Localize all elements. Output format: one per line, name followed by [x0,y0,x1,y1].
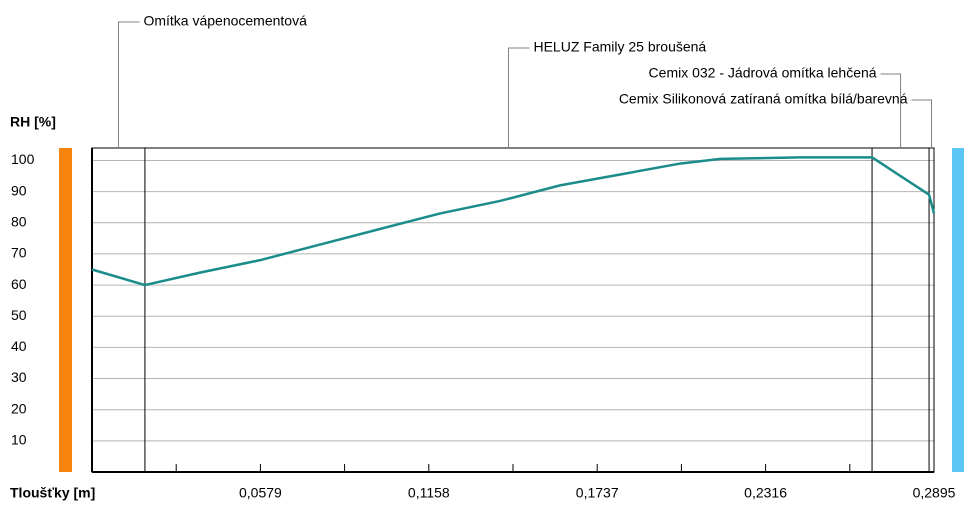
y-tick-label: 70 [11,245,27,261]
y-tick-label: 90 [11,182,27,198]
layer-label: Omítka vápenocementová [143,13,307,29]
data-line [91,156,936,287]
y-axis-label: RH [%] [10,114,56,130]
y-tick-label: 40 [11,338,27,354]
layer-label: HELUZ Family 25 broušená [533,39,706,55]
y-tick-label: 100 [11,151,35,167]
y-tick-label: 50 [11,307,27,323]
y-tick-label: 10 [11,432,27,448]
layer-leader [507,47,530,148]
x-tick-label: 0,1158 [408,485,450,501]
x-tick-label: 0,0579 [239,485,282,501]
x-axis-label: Tloušťky [m] [10,485,95,501]
layer-label: Cemix 032 - Jádrová omítka lehčená [649,65,877,81]
layer-label: Cemix Silikonová zatíraná omítka bílá/ba… [619,91,908,107]
layer-leader [880,73,902,148]
exterior-bar [59,148,72,472]
y-tick-label: 20 [11,400,27,416]
interior-bar [952,148,964,472]
x-tick-label: 0,1737 [576,485,619,501]
x-tick-label: 0,2316 [744,485,787,501]
y-tick-label: 60 [11,276,27,292]
y-tick-label: 30 [11,369,27,385]
y-tick-label: 80 [11,213,27,229]
x-tick-label: 0,2895 [913,485,956,501]
layer-leader [911,99,933,148]
layer-leader [117,21,140,148]
